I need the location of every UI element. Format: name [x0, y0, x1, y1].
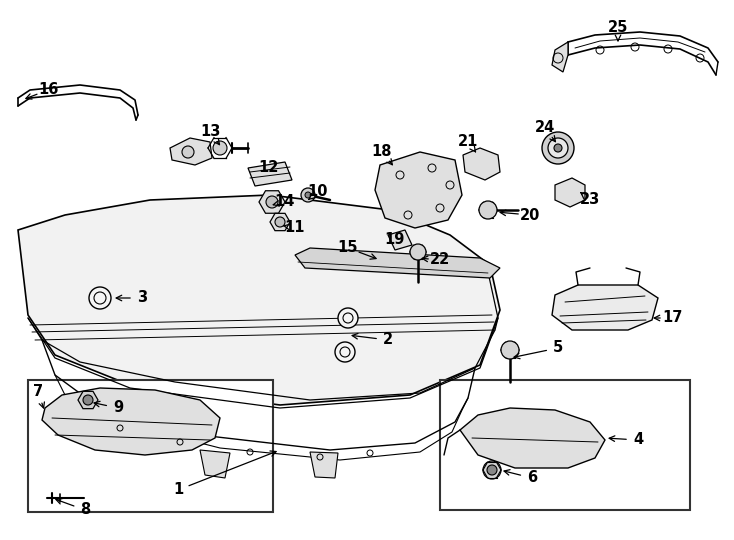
Circle shape [554, 144, 562, 152]
Text: 4: 4 [633, 433, 643, 448]
Circle shape [335, 342, 355, 362]
Bar [28, 380, 273, 512]
Circle shape [479, 201, 497, 219]
Circle shape [305, 192, 311, 198]
Bar [440, 380, 690, 510]
Circle shape [266, 196, 278, 208]
Circle shape [213, 141, 227, 155]
Polygon shape [259, 191, 285, 213]
Polygon shape [18, 195, 500, 405]
Text: 15: 15 [338, 240, 358, 255]
Text: 24: 24 [535, 120, 555, 136]
Polygon shape [552, 285, 658, 330]
Circle shape [83, 395, 93, 405]
Text: 1: 1 [173, 483, 183, 497]
Text: 25: 25 [608, 21, 628, 36]
Text: 18: 18 [371, 145, 392, 159]
Text: 7: 7 [33, 384, 43, 400]
Text: 22: 22 [430, 253, 450, 267]
Circle shape [548, 138, 568, 158]
Polygon shape [78, 392, 98, 409]
Circle shape [410, 244, 426, 260]
Polygon shape [310, 452, 338, 478]
Circle shape [89, 287, 111, 309]
Text: 23: 23 [580, 192, 600, 207]
Circle shape [483, 461, 501, 479]
Circle shape [338, 308, 358, 328]
Text: 12: 12 [258, 160, 278, 176]
Polygon shape [200, 450, 230, 478]
Polygon shape [552, 42, 568, 72]
Polygon shape [295, 248, 500, 278]
Text: 14: 14 [275, 194, 295, 210]
Polygon shape [460, 408, 605, 468]
Text: 11: 11 [285, 220, 305, 235]
Text: 21: 21 [458, 134, 478, 150]
Polygon shape [248, 162, 292, 186]
Text: 10: 10 [308, 185, 328, 199]
Text: 20: 20 [520, 207, 540, 222]
Text: 3: 3 [137, 291, 147, 306]
Circle shape [182, 146, 194, 158]
Text: 13: 13 [200, 125, 220, 139]
Text: 2: 2 [383, 333, 393, 348]
Polygon shape [463, 148, 500, 180]
Text: 6: 6 [527, 470, 537, 485]
Polygon shape [42, 388, 220, 455]
Polygon shape [555, 178, 585, 207]
Polygon shape [270, 213, 290, 231]
Polygon shape [375, 152, 462, 228]
Circle shape [501, 341, 519, 359]
Circle shape [542, 132, 574, 164]
Text: 17: 17 [662, 310, 682, 326]
Circle shape [487, 465, 497, 475]
Circle shape [275, 217, 285, 227]
Polygon shape [388, 230, 412, 250]
Circle shape [301, 188, 315, 202]
Text: 8: 8 [80, 503, 90, 517]
Polygon shape [170, 138, 212, 165]
Text: 16: 16 [38, 83, 58, 98]
Text: 5: 5 [553, 341, 563, 355]
Text: 9: 9 [113, 401, 123, 415]
Text: 19: 19 [385, 233, 405, 247]
